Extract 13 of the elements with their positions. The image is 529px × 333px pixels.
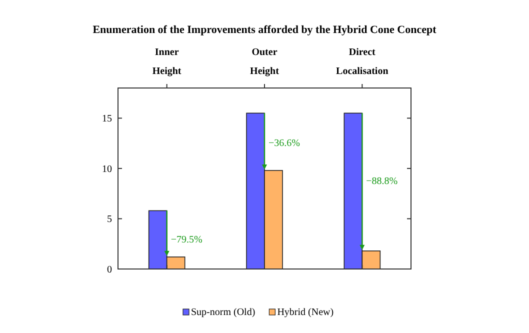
y-tick-label: 10	[102, 164, 112, 175]
annotation: −88.8%	[366, 176, 398, 188]
legend-label: Sup-norm (Old)	[191, 307, 256, 318]
y-tick-label: 5	[107, 214, 112, 226]
x-tick-label: Direct Localisation	[336, 47, 389, 77]
chart-title: Enumeration of the Improvements afforded by the Hybrid Cone Concept	[92, 24, 437, 36]
y-tick-label: 15	[102, 114, 112, 125]
x-tick-label: Outer Height	[250, 47, 280, 77]
legend-label: Hybrid (New)	[277, 307, 334, 318]
y-tick-label: 0	[107, 264, 112, 276]
annotation: −36.6%	[268, 138, 300, 149]
annotation: −79.5%	[170, 234, 202, 246]
x-tick-label: Inner Height	[152, 47, 182, 77]
